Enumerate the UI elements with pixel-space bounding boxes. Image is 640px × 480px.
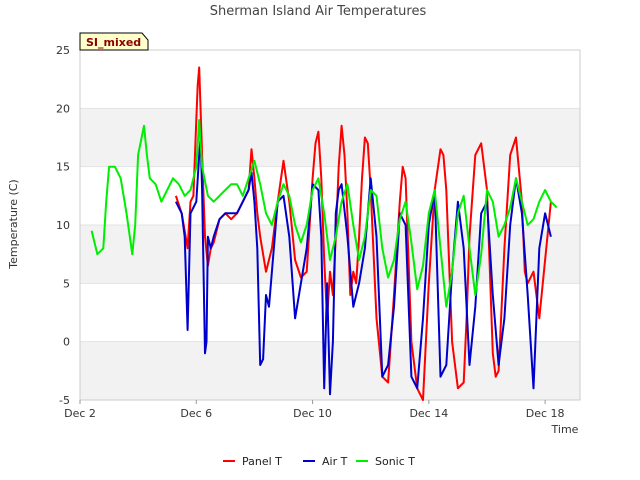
y-tick-label: 20 — [56, 102, 70, 115]
x-tick-label: Dec 6 — [180, 407, 212, 420]
badge-shape — [79, 32, 149, 51]
legend-label: Air T — [322, 455, 348, 468]
site-badge: SI_mixed — [79, 32, 149, 51]
series-lines — [90, 66, 558, 401]
y-axis-label: Temperature (C) — [7, 179, 20, 269]
y-tick-label: 5 — [63, 277, 70, 290]
x-tick-label: Dec 18 — [526, 407, 565, 420]
y-tick-label: 25 — [56, 44, 70, 57]
series-line-air-t — [175, 136, 552, 396]
x-axis-label: Time — [551, 423, 579, 436]
x-tick-label: Dec 2 — [64, 407, 96, 420]
badge-text: SI_mixed — [86, 36, 141, 49]
plot-frame — [79, 49, 581, 401]
legend-label: Sonic T — [375, 455, 415, 468]
x-tick-label: Dec 10 — [293, 407, 332, 420]
x-axis: Dec 2 Dec 6 Dec 10 Dec 14 Dec 18 — [64, 400, 565, 420]
y-tick-label: 0 — [63, 336, 70, 349]
y-axis: -5 0 5 10 15 20 25 — [56, 44, 70, 407]
legend-label: Panel T — [242, 455, 282, 468]
grid-band — [80, 108, 580, 167]
x-tick-label: Dec 14 — [409, 407, 448, 420]
series-line-sonic-t — [90, 119, 558, 308]
y-tick-label: 15 — [56, 161, 70, 174]
legend: Panel T Air T Sonic T — [223, 455, 415, 468]
y-tick-label: 10 — [56, 219, 70, 232]
chart-title: Sherman Island Air Temperatures — [210, 4, 427, 19]
y-tick-label: -5 — [59, 394, 70, 407]
